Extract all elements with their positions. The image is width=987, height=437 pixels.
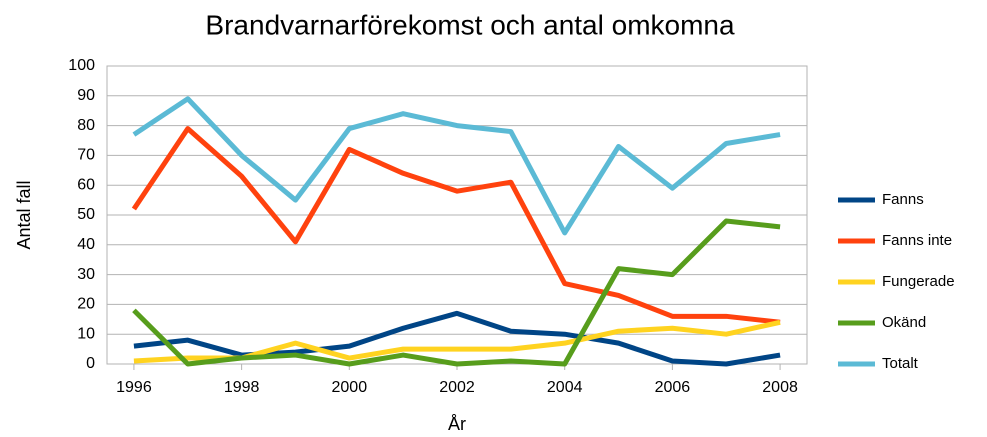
y-tick-label: 90: [77, 87, 95, 104]
x-tick-label: 2002: [439, 379, 475, 396]
x-tick-label: 1998: [224, 379, 260, 396]
x-axis-label: År: [448, 414, 466, 434]
x-tick-label: 2000: [332, 379, 368, 396]
y-tick-label: 70: [77, 147, 95, 164]
series-line: [132, 218, 781, 367]
y-axis-label: Antal fall: [14, 180, 34, 249]
y-tick-label: 60: [77, 176, 95, 193]
series-line: [131, 126, 781, 325]
legend-label: Okänd: [882, 314, 926, 331]
x-tick-label: 2008: [762, 379, 798, 396]
x-tick-label: 1996: [116, 379, 152, 396]
legend-label: Fanns: [882, 191, 924, 208]
legend-label: Fanns inte: [882, 232, 952, 249]
series-line: [132, 96, 781, 236]
y-tick-label: 30: [77, 266, 95, 283]
y-tick-label: 80: [77, 117, 95, 134]
y-tick-label: 20: [77, 296, 95, 313]
x-tick-label: 2006: [655, 379, 691, 396]
series-line: [133, 319, 781, 364]
x-tick-label: 2004: [547, 379, 583, 396]
legend-label: Fungerade: [882, 273, 955, 290]
y-tick-label: 40: [77, 236, 95, 253]
y-tick-label: 50: [77, 206, 95, 223]
y-tick-label: 10: [77, 325, 95, 342]
y-tick-label: 100: [68, 57, 95, 74]
series-line: [133, 310, 781, 367]
legend-label: Totalt: [882, 355, 919, 372]
y-tick-label: 0: [86, 355, 95, 372]
chart-title: Brandvarnarförekomst och antal omkomna: [205, 9, 735, 40]
